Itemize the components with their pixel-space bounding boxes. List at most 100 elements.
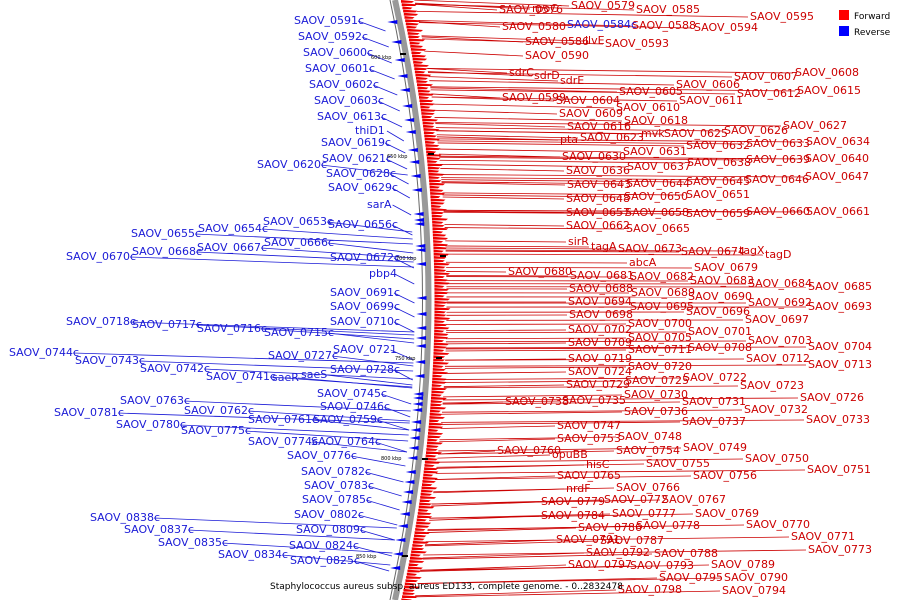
forward-gene-block (432, 380, 447, 384)
forward-gene-block (430, 198, 446, 202)
forward-gene-block (413, 64, 429, 67)
forward-gene-block (422, 476, 438, 480)
forward-leader-line (433, 109, 558, 115)
forward-gene-block (433, 249, 444, 253)
reverse-leader-line (393, 257, 415, 269)
gene-label: SAOV_0724 (568, 365, 632, 378)
forward-gene-block (408, 35, 420, 38)
legend: Forward Reverse (839, 10, 891, 38)
gene-label: SAOV_0584c (567, 18, 637, 31)
gene-label: SAOV_0626 (724, 124, 788, 137)
forward-gene-block (411, 550, 427, 554)
reverse-leader-line (393, 321, 415, 333)
gene-label: SAOV_0594 (694, 21, 758, 34)
gene-label: SAOV_0754 (616, 444, 680, 457)
forward-swatch (839, 10, 849, 20)
forward-gene-block (434, 278, 448, 282)
gene-label: SAOV_0837c (124, 523, 194, 536)
reverse-gene-block (399, 512, 410, 516)
forward-leader-line (439, 159, 686, 164)
forward-gene-block (432, 371, 448, 374)
forward-gene-block (431, 214, 443, 218)
gene-label: SAOV_0727c (268, 349, 338, 362)
reverse-gene-block (394, 58, 405, 62)
gene-label: SAOV_0659 (686, 207, 750, 220)
gene-label: SAOV_0633 (746, 137, 810, 150)
forward-gene-block (434, 332, 449, 336)
reverse-leader-line (393, 369, 413, 381)
forward-leader-line (421, 35, 584, 42)
gene-label: SAOV_0651 (686, 188, 750, 201)
gene-label: pbp4 (369, 267, 397, 280)
gene-label: SAOV_0789 (711, 558, 775, 571)
forward-gene-block (404, 16, 415, 19)
gene-label: SAOV_0769 (695, 507, 759, 520)
reverse-leader-line (374, 441, 408, 453)
gene-label: SAOV_0673 (618, 242, 682, 255)
gene-label: SAOV_0776c (287, 449, 357, 462)
forward-gene-block (422, 483, 433, 486)
forward-gene-block (432, 230, 444, 234)
genome-caption: Staphylococcus aureus subsp. aureus ED13… (270, 582, 623, 592)
gene-label: SAOV_0825c (290, 554, 360, 567)
forward-gene-block (432, 233, 447, 237)
forward-leader-line (434, 475, 556, 480)
gene-label: SAOV_0661 (806, 205, 870, 218)
gene-label: SAOV_0746c (320, 400, 390, 413)
forward-leader-line (442, 194, 623, 198)
gene-label: SAOV_0616 (567, 120, 631, 133)
forward-gene-block (433, 259, 445, 262)
gene-label: SAOV_0627 (783, 119, 847, 132)
gene-label: SAOV_0647 (805, 170, 869, 183)
forward-gene-block (420, 492, 432, 496)
gene-label: SAOV_0611 (679, 94, 743, 107)
gene-label: SAOV_0603c (314, 94, 384, 107)
forward-gene-block (404, 582, 416, 586)
forward-leader-line (436, 464, 585, 469)
forward-gene-block (434, 268, 447, 272)
forward-gene-block (431, 393, 442, 397)
forward-gene-block (426, 156, 441, 160)
forward-leader-line (445, 253, 764, 256)
reverse-leader-line (361, 36, 389, 48)
forward-gene-block (432, 374, 443, 378)
gene-label: SAOV_0791 (556, 533, 620, 546)
gene-label: pta (560, 133, 578, 146)
gene-label: SAOV_0700 (628, 317, 692, 330)
gene-label: SAOV_0770 (746, 518, 810, 531)
forward-leader-line (429, 513, 694, 519)
forward-leader-line (444, 364, 807, 367)
forward-gene-block (424, 460, 441, 464)
gene-label: SAOV_0780c (116, 418, 186, 431)
reverse-gene-block (391, 40, 402, 44)
gene-label: SAOV_0802c (294, 508, 364, 521)
reverse-gene-block (415, 360, 426, 364)
gene-label: SAOV_0756 (693, 469, 757, 482)
forward-leader-line (435, 123, 566, 128)
forward-leader-line (439, 156, 745, 161)
gene-label: SAOV_0637 (627, 160, 691, 173)
forward-gene-block (421, 486, 438, 490)
forward-gene-block (434, 304, 446, 307)
forward-gene-block (428, 422, 444, 426)
forward-gene-block (434, 316, 451, 320)
forward-leader-line (446, 266, 693, 269)
gene-label: SAOV_0645 (686, 175, 750, 188)
forward-gene-block (428, 176, 440, 179)
forward-leader-line (427, 68, 508, 74)
gene-label: SAOV_0662 (566, 219, 630, 232)
forward-gene-block (433, 240, 444, 243)
forward-leader-line (427, 68, 794, 74)
forward-gene-block (431, 390, 445, 394)
forward-gene-block (429, 179, 442, 182)
forward-gene-block (405, 579, 418, 582)
reverse-leader-line (311, 419, 410, 431)
forward-gene-block (430, 201, 445, 205)
gene-label: SAOV_0790 (724, 571, 788, 584)
gene-label: SAOV_0656c (328, 218, 398, 231)
forward-gene-block (434, 336, 449, 339)
gene-label: SAOV_0579 (571, 0, 635, 12)
gene-label: SAOV_0697 (745, 313, 809, 326)
forward-leader-line (444, 380, 624, 384)
tick-mark (402, 555, 408, 557)
